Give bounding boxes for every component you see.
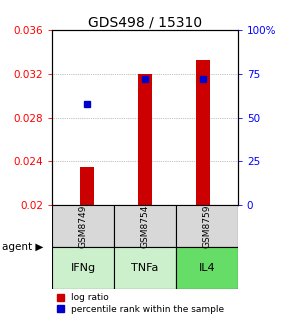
Bar xyxy=(80,167,94,205)
Bar xyxy=(52,247,114,289)
Bar xyxy=(114,205,176,247)
Text: agent ▶: agent ▶ xyxy=(1,242,43,252)
Bar xyxy=(114,247,176,289)
Title: GDS498 / 15310: GDS498 / 15310 xyxy=(88,15,202,29)
Bar xyxy=(196,60,210,205)
Text: GSM8759: GSM8759 xyxy=(202,204,211,248)
Bar xyxy=(52,205,114,247)
Text: IFNg: IFNg xyxy=(70,263,96,273)
Bar xyxy=(176,205,238,247)
Legend: log ratio, percentile rank within the sample: log ratio, percentile rank within the sa… xyxy=(57,293,224,314)
Text: TNFa: TNFa xyxy=(131,263,159,273)
Text: IL4: IL4 xyxy=(199,263,215,273)
Text: GSM8754: GSM8754 xyxy=(140,204,150,248)
Bar xyxy=(176,247,238,289)
Text: GSM8749: GSM8749 xyxy=(79,204,88,248)
Bar xyxy=(138,74,152,205)
